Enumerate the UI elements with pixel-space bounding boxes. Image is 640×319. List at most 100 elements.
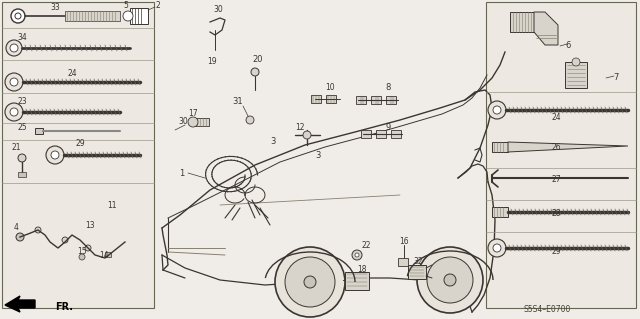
Circle shape bbox=[275, 247, 345, 317]
Text: 1: 1 bbox=[179, 168, 184, 177]
Bar bbox=[492, 142, 508, 152]
Circle shape bbox=[16, 233, 24, 241]
Circle shape bbox=[46, 146, 64, 164]
Text: 5: 5 bbox=[123, 2, 128, 11]
Bar bbox=[371, 96, 381, 104]
Text: 15: 15 bbox=[77, 247, 87, 256]
Circle shape bbox=[355, 253, 359, 257]
Circle shape bbox=[15, 13, 21, 19]
Circle shape bbox=[5, 103, 23, 121]
Text: S5S4–E0700: S5S4–E0700 bbox=[524, 306, 571, 315]
Circle shape bbox=[251, 68, 259, 76]
Text: 30: 30 bbox=[213, 5, 223, 14]
Text: 17: 17 bbox=[188, 109, 198, 118]
Circle shape bbox=[488, 239, 506, 257]
Circle shape bbox=[10, 44, 18, 52]
Text: FR.: FR. bbox=[55, 302, 73, 312]
Circle shape bbox=[417, 247, 483, 313]
Circle shape bbox=[79, 254, 85, 260]
Text: 14: 14 bbox=[99, 250, 109, 259]
Circle shape bbox=[246, 116, 254, 124]
Circle shape bbox=[62, 237, 68, 243]
Text: 16: 16 bbox=[399, 238, 409, 247]
Text: 29: 29 bbox=[75, 138, 85, 147]
Polygon shape bbox=[5, 296, 35, 312]
Circle shape bbox=[5, 73, 23, 91]
Bar bbox=[105, 252, 111, 257]
Circle shape bbox=[303, 131, 311, 139]
Circle shape bbox=[11, 9, 25, 23]
Circle shape bbox=[427, 257, 473, 303]
Circle shape bbox=[51, 151, 59, 159]
Bar bbox=[398, 258, 408, 266]
Text: 28: 28 bbox=[551, 210, 561, 219]
Text: 13: 13 bbox=[85, 220, 95, 229]
Circle shape bbox=[18, 154, 26, 162]
Bar bbox=[65, 11, 120, 21]
Text: 32: 32 bbox=[413, 257, 423, 266]
Text: 9: 9 bbox=[385, 123, 390, 132]
Text: 3: 3 bbox=[316, 151, 321, 160]
Text: 7: 7 bbox=[613, 73, 619, 83]
Circle shape bbox=[493, 106, 501, 114]
Text: 30: 30 bbox=[178, 117, 188, 127]
Bar bbox=[35, 128, 43, 134]
Text: 12: 12 bbox=[295, 123, 305, 132]
Text: 26: 26 bbox=[551, 144, 561, 152]
Text: 33: 33 bbox=[50, 4, 60, 12]
Circle shape bbox=[352, 250, 362, 260]
Bar bbox=[326, 95, 336, 103]
Text: 22: 22 bbox=[361, 241, 371, 250]
Circle shape bbox=[285, 257, 335, 307]
Circle shape bbox=[188, 117, 198, 127]
Bar bbox=[311, 95, 321, 103]
Circle shape bbox=[35, 227, 41, 233]
Circle shape bbox=[10, 78, 18, 86]
Text: 34: 34 bbox=[17, 33, 27, 41]
Text: 27: 27 bbox=[551, 175, 561, 184]
Text: 19: 19 bbox=[207, 57, 217, 66]
Circle shape bbox=[123, 11, 133, 21]
Circle shape bbox=[10, 108, 18, 116]
Text: 24: 24 bbox=[67, 69, 77, 78]
Text: 18: 18 bbox=[357, 265, 367, 275]
Bar bbox=[345, 272, 369, 290]
Text: 25: 25 bbox=[17, 122, 27, 131]
Text: 29: 29 bbox=[551, 248, 561, 256]
Text: 2: 2 bbox=[156, 2, 161, 11]
Bar bbox=[356, 96, 366, 104]
Text: 11: 11 bbox=[108, 201, 116, 210]
Circle shape bbox=[488, 101, 506, 119]
Bar bbox=[376, 130, 386, 138]
Circle shape bbox=[572, 58, 580, 66]
Text: 21: 21 bbox=[12, 144, 20, 152]
Bar bbox=[18, 172, 26, 177]
Circle shape bbox=[444, 274, 456, 286]
Text: 4: 4 bbox=[13, 224, 19, 233]
Bar bbox=[408, 265, 426, 279]
Circle shape bbox=[6, 40, 22, 56]
Text: 8: 8 bbox=[385, 84, 390, 93]
Text: 10: 10 bbox=[325, 84, 335, 93]
Text: 23: 23 bbox=[17, 98, 27, 107]
Text: 31: 31 bbox=[233, 98, 243, 107]
Bar bbox=[386, 96, 396, 104]
Text: 20: 20 bbox=[253, 56, 263, 64]
Bar bbox=[2, 2, 154, 308]
Polygon shape bbox=[508, 142, 628, 152]
Text: 24: 24 bbox=[551, 114, 561, 122]
Bar bbox=[130, 8, 148, 24]
Bar bbox=[492, 207, 508, 217]
Circle shape bbox=[85, 245, 91, 251]
Polygon shape bbox=[534, 12, 558, 45]
Bar bbox=[391, 130, 401, 138]
Circle shape bbox=[493, 244, 501, 252]
Bar bbox=[510, 12, 534, 32]
Text: 3: 3 bbox=[270, 137, 276, 146]
Bar bbox=[361, 130, 371, 138]
Bar bbox=[565, 62, 587, 88]
Circle shape bbox=[304, 276, 316, 288]
Bar bbox=[195, 118, 209, 126]
Bar bbox=[486, 2, 636, 308]
Text: 6: 6 bbox=[565, 41, 571, 50]
